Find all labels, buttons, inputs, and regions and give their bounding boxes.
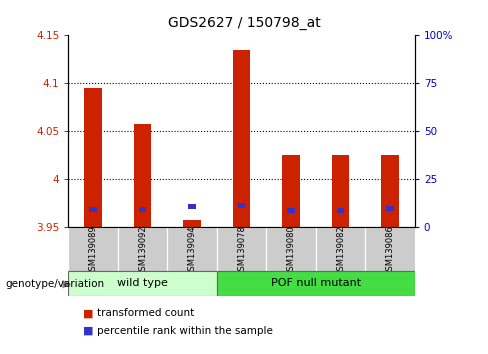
Text: wild type: wild type bbox=[117, 278, 168, 288]
Text: genotype/variation: genotype/variation bbox=[5, 279, 104, 289]
Text: GSM139094: GSM139094 bbox=[187, 225, 197, 276]
Polygon shape bbox=[62, 280, 71, 289]
Bar bbox=[68, 271, 217, 296]
Text: POF null mutant: POF null mutant bbox=[271, 278, 361, 288]
Bar bbox=[366, 227, 415, 271]
Text: transformed count: transformed count bbox=[97, 308, 194, 318]
Text: GSM139086: GSM139086 bbox=[386, 225, 395, 276]
Bar bbox=[337, 208, 344, 213]
Bar bbox=[382, 155, 399, 227]
Text: GSM139080: GSM139080 bbox=[286, 225, 296, 276]
Bar bbox=[118, 227, 167, 271]
Text: GSM139092: GSM139092 bbox=[138, 225, 147, 276]
Bar bbox=[287, 208, 295, 213]
Text: GSM139078: GSM139078 bbox=[237, 225, 246, 276]
Bar bbox=[316, 227, 366, 271]
Text: ■: ■ bbox=[83, 308, 94, 318]
Bar bbox=[217, 271, 415, 296]
Text: GSM139082: GSM139082 bbox=[336, 225, 345, 276]
Bar bbox=[188, 204, 196, 209]
Bar bbox=[283, 155, 300, 227]
Text: percentile rank within the sample: percentile rank within the sample bbox=[97, 326, 272, 336]
Text: ■: ■ bbox=[83, 326, 94, 336]
Bar bbox=[386, 206, 394, 211]
Bar bbox=[167, 227, 217, 271]
Bar bbox=[139, 207, 146, 212]
Bar bbox=[266, 227, 316, 271]
Bar bbox=[238, 203, 245, 208]
Bar bbox=[183, 220, 201, 227]
Bar bbox=[89, 207, 97, 212]
Bar bbox=[332, 155, 349, 227]
Bar bbox=[68, 227, 118, 271]
Bar bbox=[233, 50, 250, 227]
Text: GDS2627 / 150798_at: GDS2627 / 150798_at bbox=[167, 16, 321, 30]
Text: GSM139089: GSM139089 bbox=[88, 225, 98, 276]
Bar bbox=[134, 124, 151, 227]
Bar bbox=[217, 227, 266, 271]
Bar bbox=[84, 88, 102, 227]
